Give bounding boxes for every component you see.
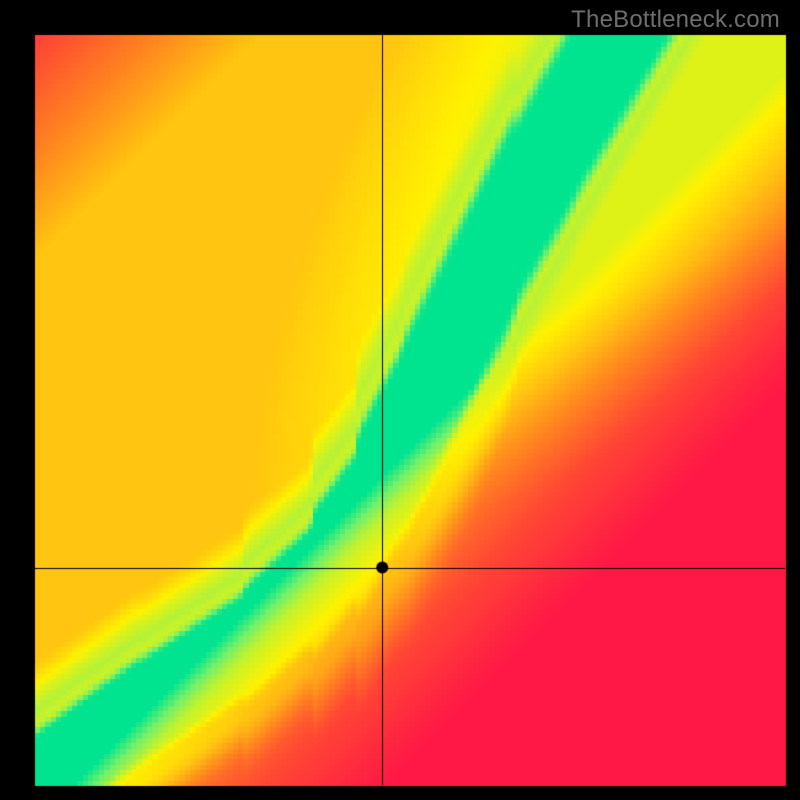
bottleneck-heatmap <box>0 0 800 800</box>
chart-container: TheBottleneck.com <box>0 0 800 800</box>
watermark-label: TheBottleneck.com <box>571 6 780 34</box>
